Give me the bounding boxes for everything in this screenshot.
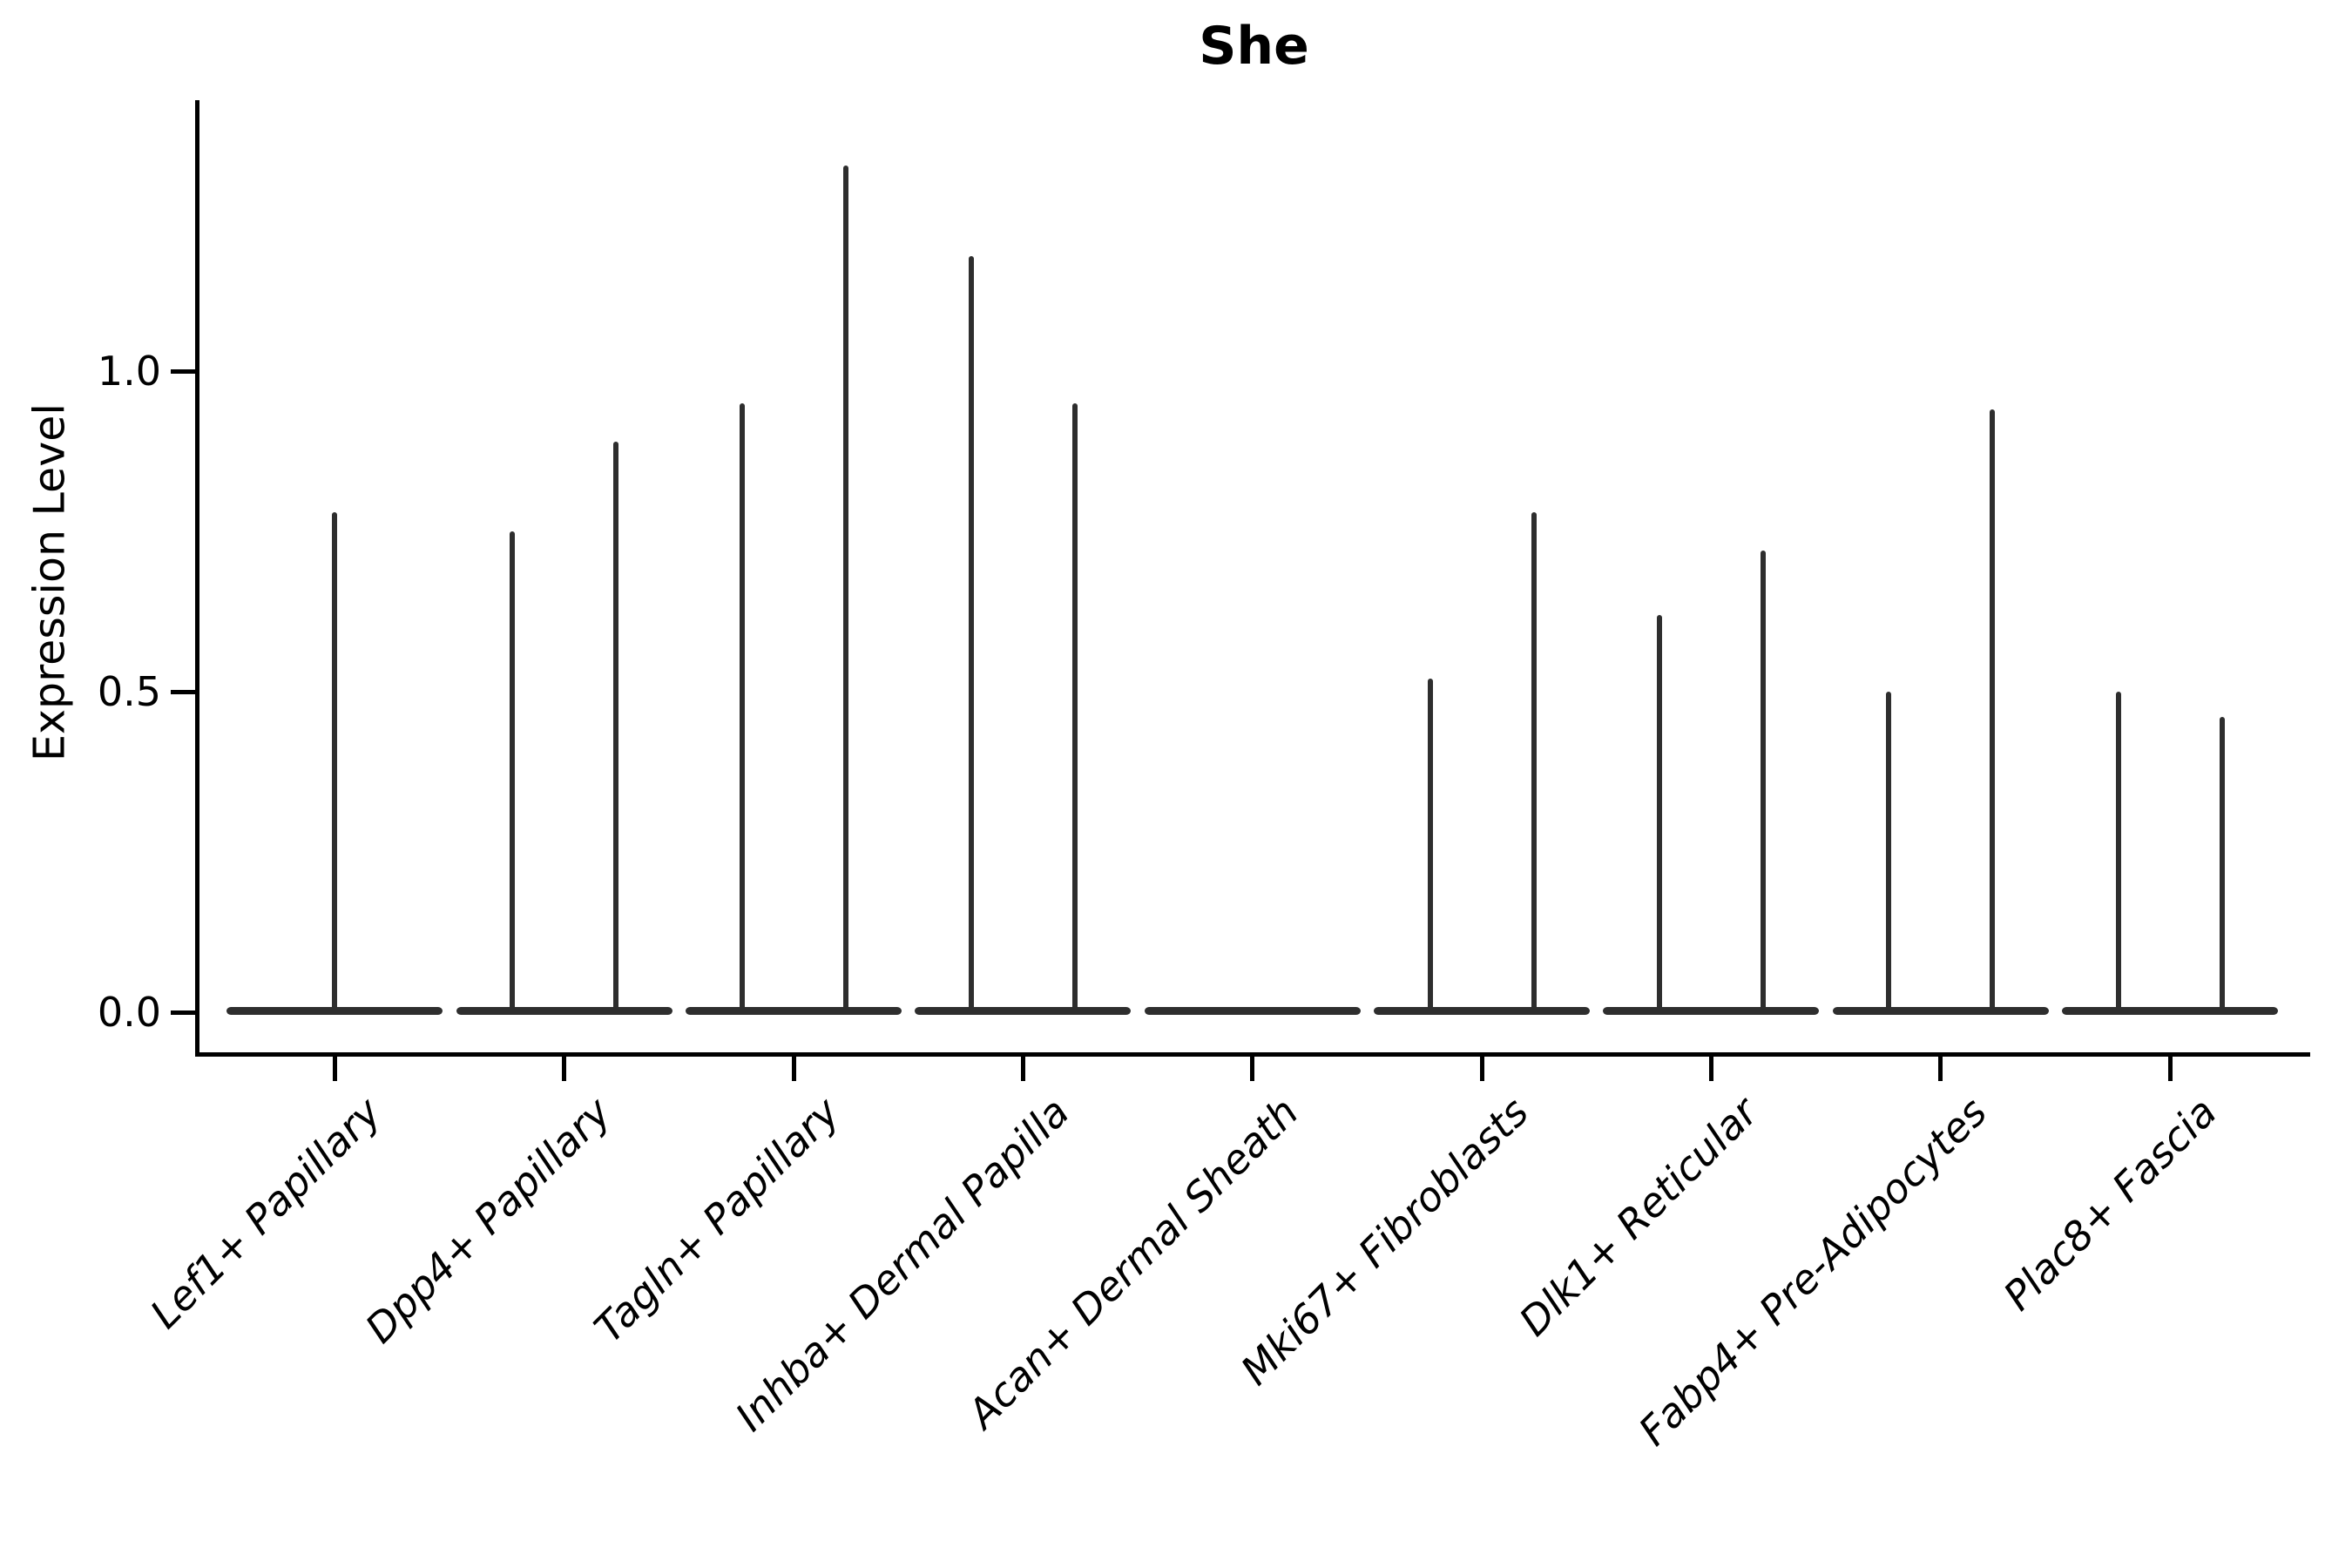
y-tick: [171, 689, 195, 694]
plot-title: She: [1199, 16, 1309, 77]
y-axis-spine: [195, 100, 199, 1057]
x-tick-label: Dlk1+ Reticular: [1510, 1088, 1767, 1345]
x-tick: [791, 1057, 796, 1081]
violin-spike: [2115, 692, 2121, 1010]
violin-spike: [842, 166, 848, 1010]
violin-spike: [2219, 717, 2225, 1010]
violin-spike: [1886, 692, 1892, 1010]
x-tick: [562, 1057, 567, 1081]
violin-spike: [1656, 614, 1662, 1010]
violin-baseline: [1832, 1007, 2049, 1015]
x-tick: [332, 1057, 337, 1081]
x-tick: [1938, 1057, 1943, 1081]
violin-spike: [1071, 402, 1078, 1010]
x-tick-label: Plac8+ Fascia: [1994, 1088, 2226, 1320]
x-tick: [1250, 1057, 1255, 1081]
x-tick: [2167, 1057, 2173, 1081]
x-tick: [1020, 1057, 1025, 1081]
violin-spike: [1427, 679, 1433, 1010]
violin-baseline: [915, 1007, 1132, 1015]
violin-baseline: [1374, 1007, 1591, 1015]
violin-spike: [613, 441, 619, 1010]
x-tick-label: Tagln+ Papillary: [585, 1088, 849, 1352]
violin-spike: [1760, 551, 1766, 1010]
x-tick-label: Dpp4+ Papillary: [355, 1088, 620, 1352]
violin-spike: [1990, 409, 1996, 1010]
x-axis-spine: [195, 1052, 2310, 1057]
y-tick-label: 0.0: [97, 989, 161, 1036]
x-tick: [1708, 1057, 1713, 1081]
violin-spike: [968, 255, 974, 1010]
violin-baseline: [1144, 1007, 1361, 1015]
violin-spike: [510, 531, 516, 1010]
violin-baseline: [686, 1007, 902, 1015]
violin-spike: [332, 511, 338, 1010]
y-tick-label: 0.5: [97, 668, 161, 715]
x-tick: [1479, 1057, 1484, 1081]
violin-baseline: [2062, 1007, 2279, 1015]
y-tick-label: 1.0: [97, 348, 161, 395]
violin-spike: [1531, 511, 1537, 1010]
violin-spike: [739, 402, 745, 1010]
violin-baseline: [1603, 1007, 1820, 1015]
y-tick: [171, 1010, 195, 1015]
violin-baseline: [456, 1007, 672, 1015]
y-tick: [171, 368, 195, 374]
x-tick-label: Lef1+ Papillary: [140, 1088, 390, 1338]
violin-baseline: [226, 1007, 443, 1015]
